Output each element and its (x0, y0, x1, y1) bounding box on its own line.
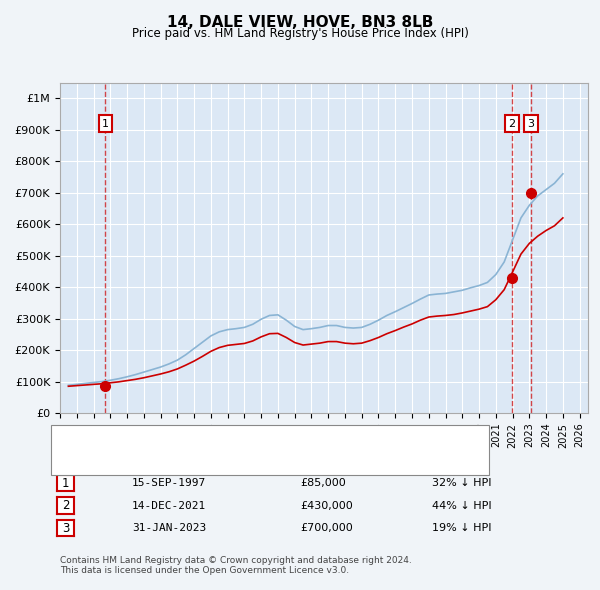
Text: 2: 2 (62, 499, 69, 512)
Text: 15-SEP-1997: 15-SEP-1997 (132, 478, 206, 488)
Text: —: — (63, 448, 81, 466)
Text: 14-DEC-2021: 14-DEC-2021 (132, 501, 206, 510)
Text: £85,000: £85,000 (300, 478, 346, 488)
Text: 1: 1 (102, 119, 109, 129)
Text: £430,000: £430,000 (300, 501, 353, 510)
Text: 19% ↓ HPI: 19% ↓ HPI (432, 523, 491, 533)
Text: 3: 3 (527, 119, 534, 129)
Text: 2: 2 (508, 119, 515, 129)
Text: 14, DALE VIEW, HOVE, BN3 8LB (detached house): 14, DALE VIEW, HOVE, BN3 8LB (detached h… (87, 435, 346, 444)
Text: HPI: Average price, detached house, Brighton and Hove: HPI: Average price, detached house, Brig… (87, 453, 377, 462)
Text: 32% ↓ HPI: 32% ↓ HPI (432, 478, 491, 488)
Text: 1: 1 (62, 477, 69, 490)
Text: 14, DALE VIEW, HOVE, BN3 8LB: 14, DALE VIEW, HOVE, BN3 8LB (167, 15, 433, 30)
Text: Contains HM Land Registry data © Crown copyright and database right 2024.
This d: Contains HM Land Registry data © Crown c… (60, 556, 412, 575)
Text: 3: 3 (62, 522, 69, 535)
Text: Price paid vs. HM Land Registry's House Price Index (HPI): Price paid vs. HM Land Registry's House … (131, 27, 469, 40)
Text: —: — (63, 431, 81, 448)
Text: 31-JAN-2023: 31-JAN-2023 (132, 523, 206, 533)
Text: £700,000: £700,000 (300, 523, 353, 533)
Text: 44% ↓ HPI: 44% ↓ HPI (432, 501, 491, 510)
